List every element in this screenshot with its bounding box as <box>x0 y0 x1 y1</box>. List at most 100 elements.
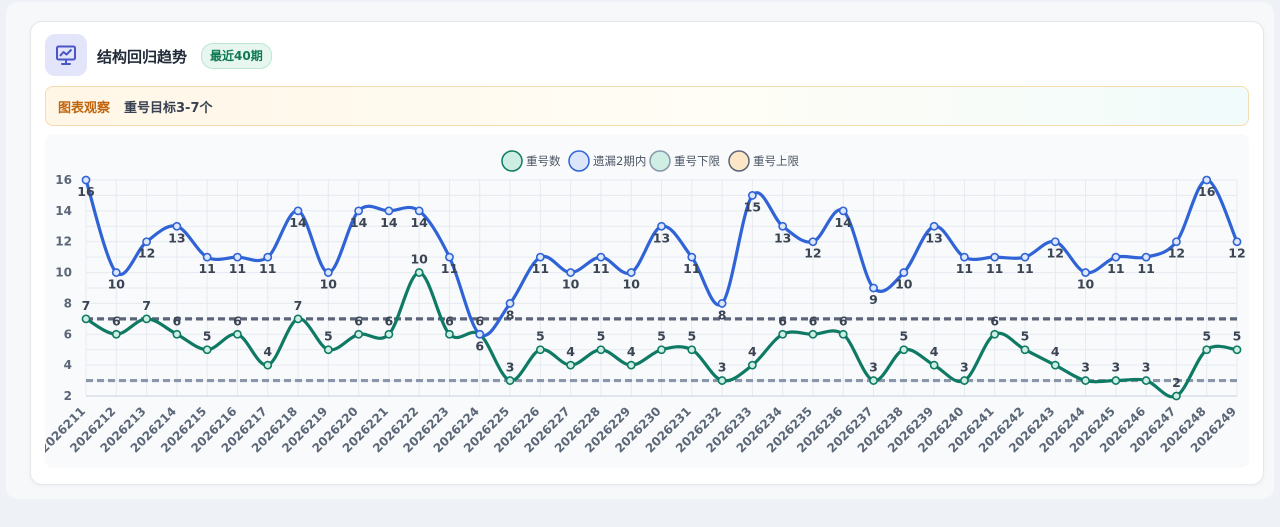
missed-within-2-data-label: 8 <box>506 307 515 322</box>
repeat-count-data-label: 3 <box>1142 360 1151 375</box>
repeat-count-point <box>1081 376 1090 385</box>
missed-within-2-data-label: 15 <box>744 199 761 214</box>
missed-within-2-point <box>233 252 242 262</box>
repeat-count-point <box>717 376 727 385</box>
repeat-count-point <box>778 329 788 339</box>
repeat-count-point <box>1111 376 1121 385</box>
chart-area: 2 4 6 8 10 12 14 16 2026211 2026212 2026213 2026214… <box>45 134 1249 468</box>
repeat-count-point <box>414 268 424 277</box>
repeat-count-point <box>687 345 697 355</box>
missed-within-2-data-label: 14 <box>289 215 307 230</box>
missed-within-2-point <box>929 221 939 231</box>
repeat-count-point <box>111 329 121 339</box>
legend-swatch <box>728 150 750 172</box>
missed-within-2-data-label: 11 <box>1016 261 1033 276</box>
missed-within-2-point <box>263 252 273 262</box>
missed-within-2-point <box>778 221 788 231</box>
y-tick-label: 10 <box>55 266 72 280</box>
note-label: 图表观察 <box>58 101 111 116</box>
missed-within-2-point <box>959 252 969 262</box>
repeat-count-data-label: 3 <box>1081 360 1090 375</box>
card-title: 结构回归趋势 <box>97 48 188 66</box>
missed-within-2-point <box>293 206 303 216</box>
missed-within-2-point <box>1081 268 1090 277</box>
legend-label: 遗漏2期内 <box>593 154 646 168</box>
repeat-count-data-label: 4 <box>1051 344 1060 359</box>
repeat-count-point <box>990 329 1000 339</box>
repeat-count-data-label: 3 <box>1111 360 1120 375</box>
repeat-count-point <box>747 360 757 370</box>
repeat-count-data-label: 6 <box>354 313 363 328</box>
repeat-count-data-label: 5 <box>657 329 666 344</box>
repeat-count-data-label: 7 <box>294 298 303 313</box>
legend-label: 重号数 <box>526 154 561 168</box>
repeat-count-point <box>1050 360 1060 370</box>
repeat-count-data-label: 5 <box>597 329 606 344</box>
repeat-count-point <box>808 329 818 339</box>
missed-within-2-point <box>687 252 697 262</box>
period-badge: 最近40期 <box>201 43 272 69</box>
missed-within-2-data-label: 13 <box>925 230 942 245</box>
missed-within-2-point <box>1202 175 1212 185</box>
repeat-count-point <box>535 345 545 355</box>
repeat-count-data-label: 6 <box>445 313 454 328</box>
missed-within-2-point <box>535 252 545 262</box>
missed-within-2-data-label: 11 <box>441 261 458 276</box>
y-tick-label: 2 <box>64 389 72 403</box>
missed-within-2-data-label: 11 <box>683 261 700 276</box>
missed-within-2-data-label: 11 <box>198 261 215 276</box>
repeat-count-point <box>1172 391 1181 401</box>
missed-within-2-data-label: 11 <box>1137 261 1154 276</box>
repeat-count-point <box>899 345 909 355</box>
missed-within-2-point <box>414 206 424 216</box>
missed-within-2-data-label: 11 <box>592 261 609 276</box>
repeat-count-point <box>657 345 666 355</box>
missed-within-2-data-label: 12 <box>1168 246 1185 261</box>
missed-within-2-data-label: 11 <box>229 261 246 276</box>
missed-within-2-point <box>626 268 636 277</box>
missed-within-2-point <box>899 268 909 277</box>
repeat-count-data-label: 4 <box>627 344 636 359</box>
repeat-count-point <box>354 329 364 339</box>
missed-within-2-data-label: 11 <box>1107 261 1124 276</box>
repeat-count-point <box>323 345 333 355</box>
repeat-count-data-label: 6 <box>173 313 182 328</box>
repeat-count-point <box>263 360 273 370</box>
missed-within-2-data-label: 14 <box>410 215 428 230</box>
missed-within-2-point <box>1141 252 1151 262</box>
missed-within-2-data-label: 8 <box>718 307 727 322</box>
missed-within-2-point <box>354 206 364 216</box>
y-tick-label: 16 <box>55 173 72 187</box>
repeat-count-point <box>1141 376 1151 385</box>
missed-within-2-data-label: 11 <box>259 261 276 276</box>
repeat-count-data-label: 3 <box>869 360 878 375</box>
trend-card: 结构回归趋势 最近40期 图表观察 重号目标3-7个 2 4 6 8 10 12 14 16 2… <box>30 21 1264 485</box>
trend-line-chart: 2468101214162026211202621220262132026214… <box>45 150 1246 455</box>
repeat-count-data-label: 4 <box>748 344 757 359</box>
repeat-count-data-label: 10 <box>410 252 428 267</box>
repeat-count-data-label: 6 <box>839 313 848 328</box>
repeat-count-point <box>1020 345 1030 355</box>
missed-within-2-data-label: 14 <box>350 215 368 230</box>
missed-within-2-point <box>202 252 212 262</box>
missed-within-2-data-label: 12 <box>138 246 155 261</box>
missed-within-2-point <box>323 268 333 277</box>
repeat-count-data-label: 4 <box>263 344 272 359</box>
missed-within-2-data-label: 10 <box>1077 277 1095 292</box>
repeat-count-point <box>384 329 394 339</box>
missed-within-2-point <box>838 206 848 216</box>
missed-within-2-point <box>717 299 727 308</box>
missed-within-2-point <box>747 191 757 200</box>
repeat-count-data-label: 3 <box>718 360 727 375</box>
missed-within-2-data-label: 16 <box>77 184 95 199</box>
missed-within-2-point <box>596 252 606 262</box>
repeat-count-data-label: 6 <box>990 313 999 328</box>
repeat-count-data-label: 3 <box>506 360 515 375</box>
repeat-count-data-label: 2 <box>1172 375 1181 390</box>
repeat-count-data-label: 5 <box>687 329 696 344</box>
repeat-count-point <box>202 345 212 355</box>
missed-within-2-data-label: 10 <box>562 277 580 292</box>
missed-within-2-data-label: 13 <box>168 230 185 245</box>
missed-within-2-data-label: 10 <box>108 277 126 292</box>
y-tick-label: 12 <box>55 235 72 249</box>
